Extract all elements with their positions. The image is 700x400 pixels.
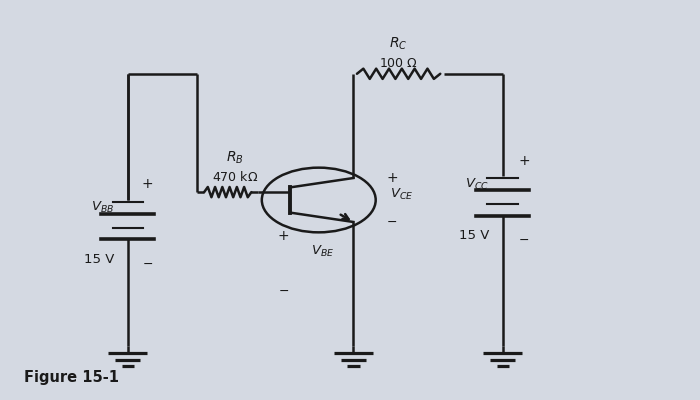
Text: $-$: $-$ [518, 233, 529, 246]
Text: $V_{CE}$: $V_{CE}$ [390, 186, 413, 202]
Text: $R_C$: $R_C$ [389, 36, 408, 52]
Text: $-$: $-$ [278, 284, 289, 297]
Text: +: + [386, 171, 398, 185]
Text: 470 k$\Omega$: 470 k$\Omega$ [211, 170, 258, 184]
Text: Figure 15-1: Figure 15-1 [24, 370, 118, 385]
Text: $-$: $-$ [141, 257, 153, 270]
Text: +: + [518, 154, 530, 168]
Text: $V_{BE}$: $V_{BE}$ [311, 244, 335, 259]
Text: $R_B$: $R_B$ [226, 150, 244, 166]
Text: 15 V: 15 V [458, 229, 489, 242]
Text: $-$: $-$ [386, 215, 397, 228]
Text: $V_{CC}$: $V_{CC}$ [465, 177, 489, 192]
Text: $V_{BB}$: $V_{BB}$ [91, 200, 114, 216]
Text: +: + [141, 177, 153, 191]
Text: 15 V: 15 V [83, 253, 114, 266]
Text: +: + [277, 228, 289, 242]
Text: 100 $\Omega$: 100 $\Omega$ [379, 57, 418, 70]
